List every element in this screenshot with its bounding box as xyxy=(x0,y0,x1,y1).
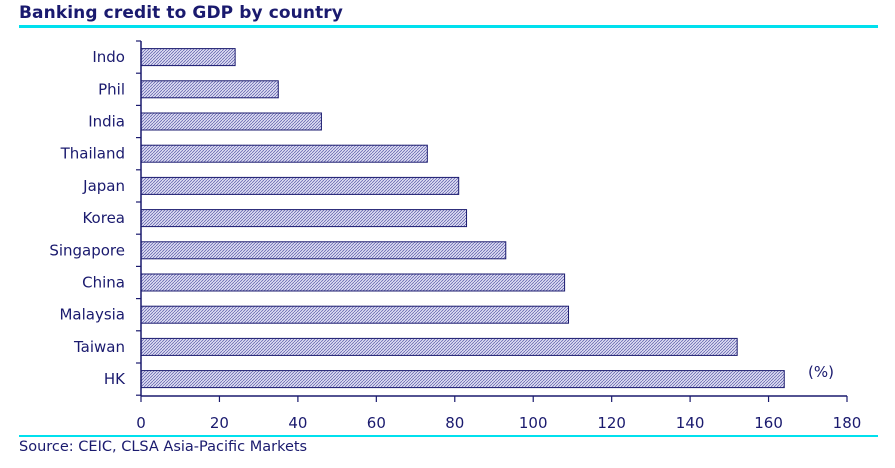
category-label-indo: Indo xyxy=(92,48,125,66)
bar-phil xyxy=(140,80,279,99)
category-label-malaysia: Malaysia xyxy=(59,306,125,324)
x-tick-label: 160 xyxy=(754,414,783,432)
category-label-taiwan: Taiwan xyxy=(73,338,125,356)
footer-rule xyxy=(19,435,878,437)
category-label-korea: Korea xyxy=(82,209,125,227)
bar-india xyxy=(140,112,322,131)
x-tick-label: 120 xyxy=(597,414,626,432)
category-label-china: China xyxy=(82,274,125,292)
bar-indo xyxy=(140,48,236,67)
x-tick-label: 60 xyxy=(367,414,386,432)
bar-thailand xyxy=(140,144,428,163)
category-label-hk: HK xyxy=(104,370,126,388)
bar-japan xyxy=(140,176,460,195)
x-tick-label: 80 xyxy=(445,414,464,432)
x-tick-label: 40 xyxy=(288,414,307,432)
bar-korea xyxy=(140,209,468,228)
x-tick-label: 140 xyxy=(676,414,705,432)
bar-taiwan xyxy=(140,337,738,356)
category-label-singapore: Singapore xyxy=(49,241,125,259)
category-label-japan: Japan xyxy=(82,177,125,195)
x-tick-label: 20 xyxy=(210,414,229,432)
chart-title: Banking credit to GDP by country xyxy=(19,3,343,23)
category-label-phil: Phil xyxy=(98,80,125,98)
bar-hk xyxy=(140,370,785,389)
bar-china xyxy=(140,273,566,292)
source-note: Source: CEIC, CLSA Asia-Pacific Markets xyxy=(19,439,308,455)
bar-malaysia xyxy=(140,305,570,324)
category-label-india: India xyxy=(88,113,125,131)
category-label-thailand: Thailand xyxy=(60,145,125,163)
x-tick-label: 0 xyxy=(136,414,146,432)
title-rule xyxy=(19,25,878,28)
unit-label: (%) xyxy=(808,363,834,381)
bar-singapore xyxy=(140,241,507,260)
x-tick-label: 100 xyxy=(519,414,548,432)
x-tick-label: 180 xyxy=(833,414,862,432)
